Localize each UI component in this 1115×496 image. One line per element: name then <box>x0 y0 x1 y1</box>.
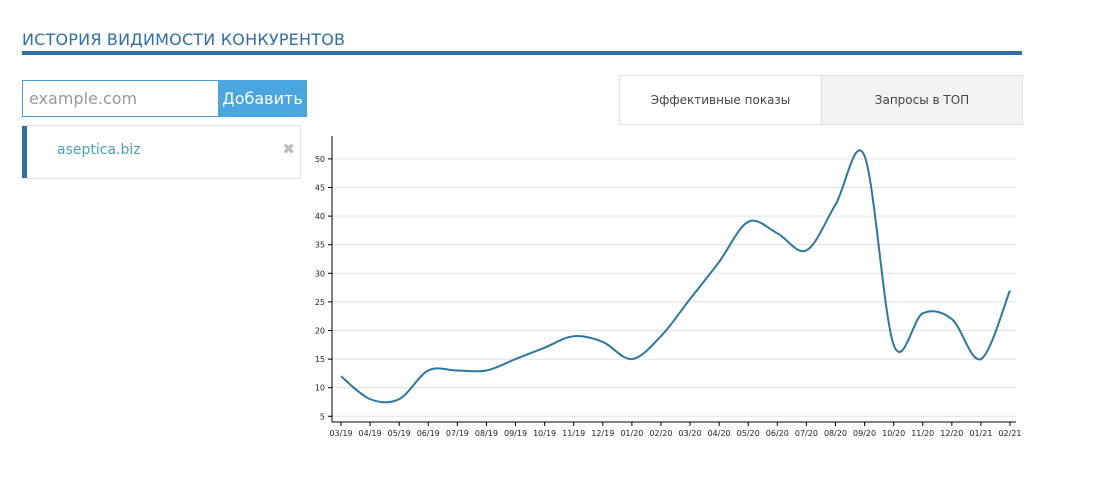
competitor-item[interactable]: aseptica.biz ✖ <box>22 126 300 178</box>
x-tick-label: 03/20 <box>679 429 702 438</box>
page-title: ИСТОРИЯ ВИДИМОСТИ КОНКУРЕНТОВ <box>22 30 346 49</box>
x-tick-label: 11/19 <box>562 429 585 438</box>
tab-top-queries[interactable]: Запросы в ТОП <box>822 75 1023 125</box>
x-tick-label: 09/20 <box>853 429 876 438</box>
x-tick-label: 01/20 <box>620 429 643 438</box>
competitor-name[interactable]: aseptica.biz <box>57 142 141 158</box>
y-tick-label: 15 <box>315 355 325 364</box>
competitor-color-marker <box>22 126 27 178</box>
x-tick-label: 12/19 <box>591 429 614 438</box>
tab-effective-impressions[interactable]: Эффективные показы <box>619 75 822 125</box>
x-tick-label: 06/20 <box>766 429 789 438</box>
y-tick-label: 20 <box>315 326 325 335</box>
x-tick-label: 02/20 <box>649 429 672 438</box>
x-tick-label: 12/20 <box>940 429 963 438</box>
visibility-chart: 5 10 15 20 25 30 35 40 45 50 03/19 04/19 05/19 06/19 0… <box>300 125 1040 450</box>
x-tick-label: 01/21 <box>969 429 992 438</box>
y-tick-label: 10 <box>315 384 325 393</box>
competitor-list: aseptica.biz ✖ <box>22 125 301 179</box>
y-tick-label: 40 <box>315 212 325 221</box>
x-tick-label: 06/19 <box>417 429 440 438</box>
x-tick-label: 10/20 <box>882 429 905 438</box>
x-tick-label: 05/20 <box>737 429 760 438</box>
x-tick-label: 07/19 <box>446 429 469 438</box>
metric-tabs: Эффективные показы Запросы в ТОП <box>619 75 1023 125</box>
y-tick-label: 30 <box>315 269 325 278</box>
add-button[interactable]: Добавить <box>218 80 307 117</box>
y-tick-label: 50 <box>315 155 325 164</box>
x-tick-label: 02/21 <box>998 429 1021 438</box>
x-tick-label: 08/19 <box>475 429 498 438</box>
add-competitor-form: Добавить <box>22 80 307 117</box>
y-tick-label: 25 <box>315 298 325 307</box>
x-tick-label: 03/19 <box>329 429 352 438</box>
x-tick-label: 11/20 <box>911 429 934 438</box>
x-tick-label: 04/20 <box>708 429 731 438</box>
y-tick-label: 5 <box>320 412 325 421</box>
x-tick-label: 07/20 <box>795 429 818 438</box>
x-tick-label: 04/19 <box>359 429 382 438</box>
y-tick-label: 45 <box>315 183 325 192</box>
x-tick-label: 09/19 <box>504 429 527 438</box>
title-divider <box>22 51 1022 55</box>
x-tick-label: 05/19 <box>388 429 411 438</box>
close-icon[interactable]: ✖ <box>282 140 295 158</box>
x-tick-label: 08/20 <box>824 429 847 438</box>
x-tick-label: 10/19 <box>533 429 556 438</box>
series-line <box>340 149 1011 404</box>
chart-svg: 5 10 15 20 25 30 35 40 45 50 03/19 04/19 05/19 06/19 0… <box>315 136 1022 438</box>
domain-input[interactable] <box>22 80 218 117</box>
y-tick-label: 35 <box>315 241 325 250</box>
